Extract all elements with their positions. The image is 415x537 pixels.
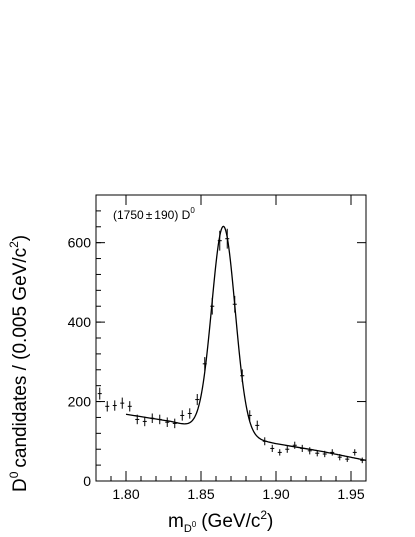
data-point	[285, 445, 290, 453]
data-point	[195, 394, 200, 406]
data-point	[232, 295, 237, 313]
fit-curve-layer	[125, 225, 367, 461]
data-point	[165, 417, 170, 427]
data-point	[322, 450, 327, 458]
x-tick-label: 1.95	[337, 486, 364, 502]
data-point	[202, 357, 207, 371]
data-point	[157, 414, 162, 425]
data-point	[307, 447, 312, 455]
data-point	[247, 410, 252, 421]
yield-annotation: (1750 ±190) D0	[113, 206, 195, 222]
data-point	[120, 397, 125, 409]
data-point	[172, 418, 177, 429]
data-point	[180, 410, 185, 421]
y-tick-label: 0	[83, 473, 91, 489]
x-tick-label: 1.90	[262, 486, 289, 502]
data-points-layer	[97, 228, 365, 464]
y-tick-label: 400	[68, 314, 92, 330]
data-point	[345, 456, 350, 462]
x-tick-label: 1.85	[187, 486, 214, 502]
data-point	[240, 369, 245, 383]
y-axis-title: D0candidates / (0.005 GeV/c2)	[7, 235, 31, 492]
data-point	[97, 387, 102, 400]
data-point	[217, 230, 222, 251]
data-point	[150, 413, 155, 424]
data-point	[112, 400, 117, 411]
data-point	[270, 444, 275, 453]
data-point	[315, 450, 320, 457]
data-point	[262, 437, 267, 446]
y-tick-label: 200	[68, 394, 92, 410]
data-point	[135, 414, 140, 425]
data-point	[337, 453, 342, 461]
fit-curve	[125, 225, 367, 461]
data-point	[127, 401, 132, 412]
data-point	[105, 401, 110, 412]
axis-ticks: 1.80 1.85 1.90 1.95 0 200 400 600	[68, 195, 367, 502]
data-point	[210, 297, 215, 315]
data-point	[330, 449, 335, 456]
data-point	[360, 457, 365, 464]
y-tick-label: 600	[68, 235, 92, 251]
data-point	[300, 444, 305, 453]
data-point	[292, 441, 297, 449]
data-point	[187, 408, 192, 419]
x-tick-label: 1.80	[112, 486, 139, 502]
data-point	[352, 449, 357, 456]
data-point	[142, 416, 147, 427]
data-point	[225, 228, 230, 249]
data-point	[255, 420, 260, 431]
x-axis-title: mD0 (GeV/c2)	[168, 508, 273, 535]
plot-frame	[95, 194, 367, 482]
data-point	[277, 449, 282, 456]
